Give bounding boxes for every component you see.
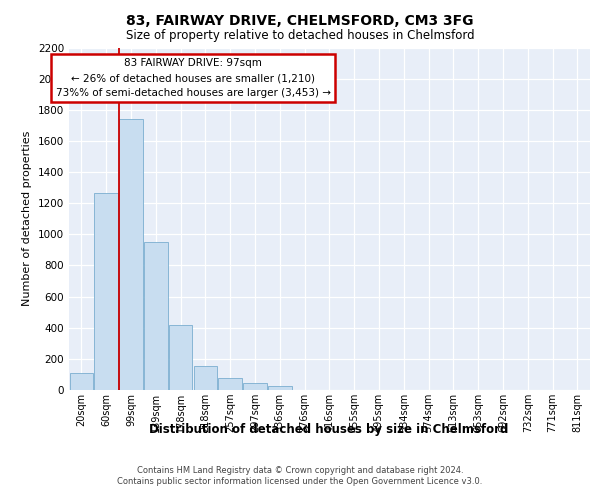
Bar <box>119 119 143 390</box>
Bar <box>218 378 242 390</box>
Bar <box>243 384 267 390</box>
Text: 83, FAIRWAY DRIVE, CHELMSFORD, CM3 3FG: 83, FAIRWAY DRIVE, CHELMSFORD, CM3 3FG <box>126 14 474 28</box>
Bar <box>70 373 93 390</box>
Bar <box>94 193 118 390</box>
Bar <box>169 326 193 390</box>
Bar <box>268 386 292 390</box>
Text: 83 FAIRWAY DRIVE: 97sqm
← 26% of detached houses are smaller (1,210)
73%% of sem: 83 FAIRWAY DRIVE: 97sqm ← 26% of detache… <box>56 58 331 98</box>
Y-axis label: Number of detached properties: Number of detached properties <box>22 131 32 306</box>
Text: Size of property relative to detached houses in Chelmsford: Size of property relative to detached ho… <box>125 29 475 42</box>
Text: Contains public sector information licensed under the Open Government Licence v3: Contains public sector information licen… <box>118 477 482 486</box>
Bar <box>144 242 167 390</box>
Bar <box>194 366 217 390</box>
Text: Distribution of detached houses by size in Chelmsford: Distribution of detached houses by size … <box>149 422 508 436</box>
Text: Contains HM Land Registry data © Crown copyright and database right 2024.: Contains HM Land Registry data © Crown c… <box>137 466 463 475</box>
